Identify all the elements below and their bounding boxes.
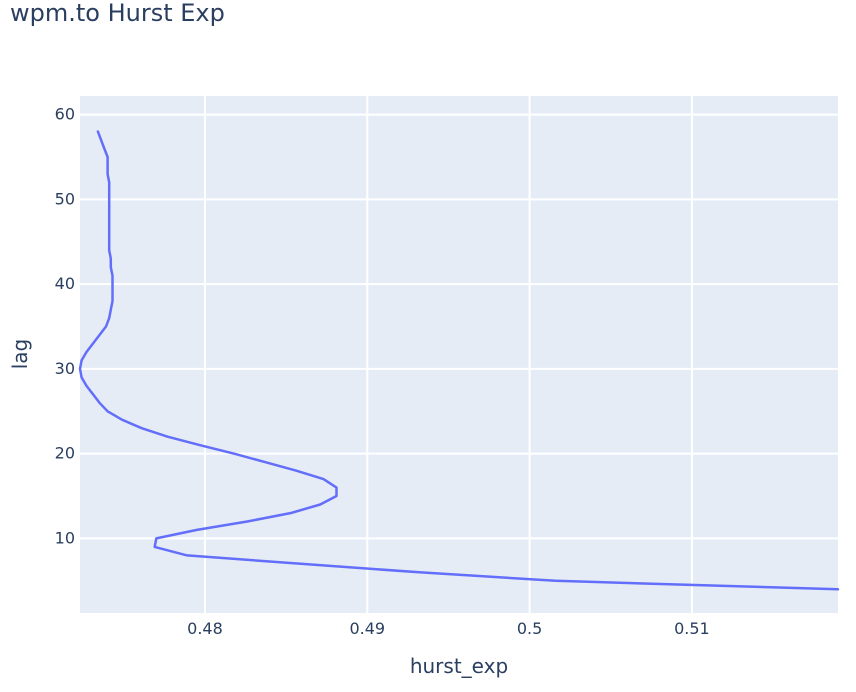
x-tick-label: 0.48 [187, 619, 223, 638]
data-point [97, 131, 99, 133]
data-point [98, 402, 100, 404]
data-point [111, 275, 113, 277]
data-point [246, 520, 248, 522]
data-point [108, 249, 110, 251]
x-axis-title: hurst_exp [410, 654, 508, 678]
data-point [121, 419, 123, 421]
data-point [199, 444, 201, 446]
y-axis-title: lag [8, 339, 32, 370]
data-point [110, 266, 112, 268]
data-point [196, 529, 198, 531]
data-point [155, 537, 157, 539]
data-point [103, 148, 105, 150]
data-point [108, 207, 110, 209]
y-axis-ticks: 10 20 30 40 50 60 [55, 105, 75, 548]
data-point [107, 156, 109, 158]
data-point [107, 173, 109, 175]
data-point [81, 376, 83, 378]
data-point [167, 436, 169, 438]
data-point [79, 368, 81, 370]
y-tick-label: 20 [55, 444, 75, 463]
data-point [85, 351, 87, 353]
data-point [107, 410, 109, 412]
plot-area [80, 96, 838, 613]
y-tick-label: 50 [55, 189, 75, 208]
grid-lines [80, 96, 838, 613]
data-point [85, 385, 87, 387]
data-point [108, 232, 110, 234]
y-tick-label: 10 [55, 528, 75, 547]
data-point [108, 241, 110, 243]
data-point [108, 190, 110, 192]
data-point [233, 453, 235, 455]
data-point [107, 164, 109, 166]
data-point [108, 198, 110, 200]
y-tick-label: 60 [55, 105, 75, 124]
data-point [322, 478, 324, 480]
data-point [837, 588, 839, 590]
data-point [141, 427, 143, 429]
data-point [108, 181, 110, 183]
data-point [108, 317, 110, 319]
series-group [78, 130, 840, 591]
y-tick-label: 30 [55, 359, 75, 378]
y-tick-label: 40 [55, 274, 75, 293]
data-point [264, 461, 266, 463]
data-point [105, 326, 107, 328]
data-point [110, 258, 112, 260]
data-point [186, 554, 188, 556]
x-tick-label: 0.51 [674, 619, 710, 638]
data-point [108, 224, 110, 226]
data-point [335, 487, 337, 489]
x-tick-label: 0.5 [517, 619, 542, 638]
data-point [300, 563, 302, 565]
data-point [290, 512, 292, 514]
data-point [111, 283, 113, 285]
data-point [108, 215, 110, 217]
data-point [555, 580, 557, 582]
x-axis-ticks: 0.48 0.49 0.5 0.51 [187, 619, 710, 638]
x-tick-label: 0.49 [349, 619, 385, 638]
chart-title: wpm.to Hurst Exp [10, 0, 225, 27]
data-point [100, 139, 102, 141]
series-line [78, 130, 840, 591]
data-point [110, 309, 112, 311]
data-point [92, 342, 94, 344]
data-point [335, 495, 337, 497]
data-point [98, 334, 100, 336]
data-point [295, 470, 297, 472]
data-point [81, 359, 83, 361]
data-point [418, 571, 420, 573]
data-point [319, 504, 321, 506]
data-point [92, 393, 94, 395]
data-point [111, 300, 113, 302]
data-point [154, 546, 156, 548]
data-point [111, 292, 113, 294]
